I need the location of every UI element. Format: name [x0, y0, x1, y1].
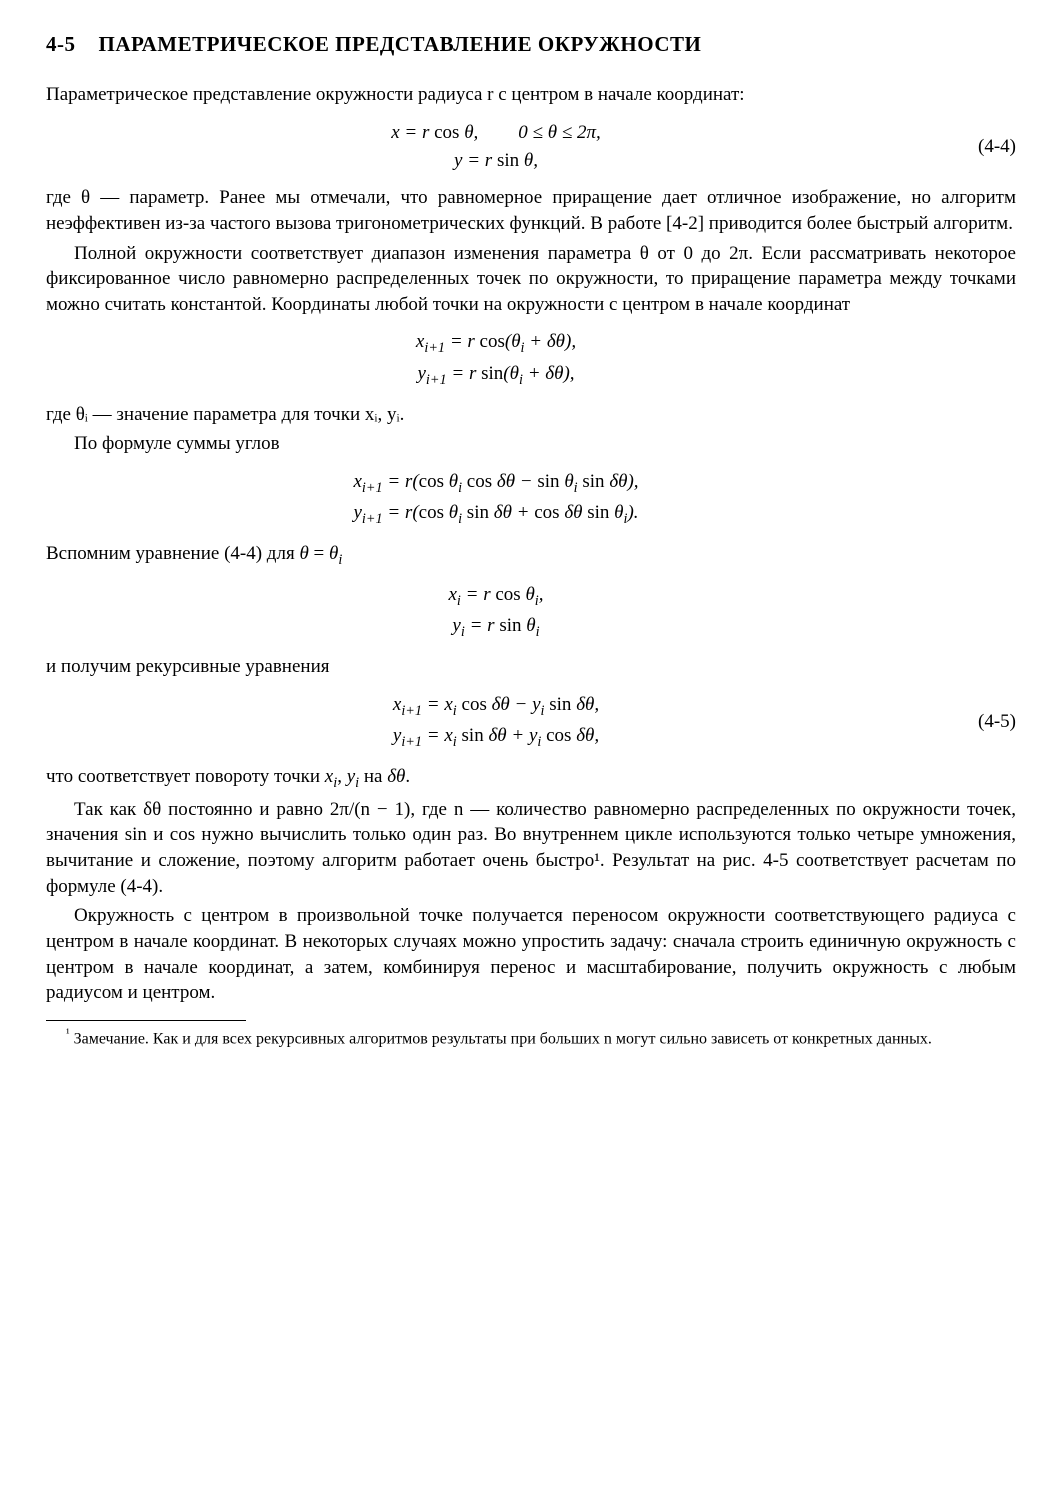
section-number: 4-5: [46, 32, 76, 56]
paragraph-8: что соответствует повороту точки xi, yi …: [46, 764, 1016, 793]
equation-label-4-5: (4-5): [946, 709, 1016, 735]
footnote-text: Замечание. Как и для всех рекурсивных ал…: [70, 1030, 932, 1047]
paragraph-9: Так как δθ постоянно и равно 2π/(n − 1),…: [46, 797, 1016, 900]
paragraph-7: и получим рекурсивные уравнения: [46, 654, 1016, 680]
paragraph-5: По формуле суммы углов: [46, 431, 1016, 457]
paragraph-6: Вспомним уравнение (4-4) для θ = θi: [46, 541, 1016, 570]
equation-angle-sum: xi+1 = r(cos θi cos δθ − sin θi sin δθ),…: [46, 467, 1016, 531]
equation-recursion-trig: xi+1 = r cos(θi + δθ), yi+1 = r sin(θi +…: [46, 327, 1016, 391]
section-header: 4-5 ПАРАМЕТРИЧЕСКОЕ ПРЕДСТАВЛЕНИЕ ОКРУЖН…: [46, 30, 1016, 58]
footnote-1: ¹ Замечание. Как и для всех рекурсивных …: [46, 1025, 1016, 1050]
equation-label-4-4: (4-4): [946, 134, 1016, 160]
paragraph-10: Окружность с центром в произвольной точк…: [46, 903, 1016, 1006]
equation-xi-yi: xi = r cos θi, yi = r sin θi: [46, 580, 1016, 644]
equation-4-5: xi+1 = xi cos δθ − yi sin δθ, yi+1 = xi …: [46, 690, 1016, 754]
section-title: ПАРАМЕТРИЧЕСКОЕ ПРЕДСТАВЛЕНИЕ ОКРУЖНОСТИ: [99, 32, 702, 56]
paragraph-1: Параметрическое представление окружности…: [46, 82, 1016, 108]
paragraph-2: где θ — параметр. Ранее мы отмечали, что…: [46, 185, 1016, 236]
footnote-rule: [46, 1020, 246, 1021]
equation-4-4: x = r cos θ,0 ≤ θ ≤ 2π, y = r sin θ, (4-…: [46, 118, 1016, 175]
paragraph-3: Полной окружности соответствует диапазон…: [46, 241, 1016, 318]
paragraph-4: где θᵢ — значение параметра для точки xᵢ…: [46, 402, 1016, 428]
